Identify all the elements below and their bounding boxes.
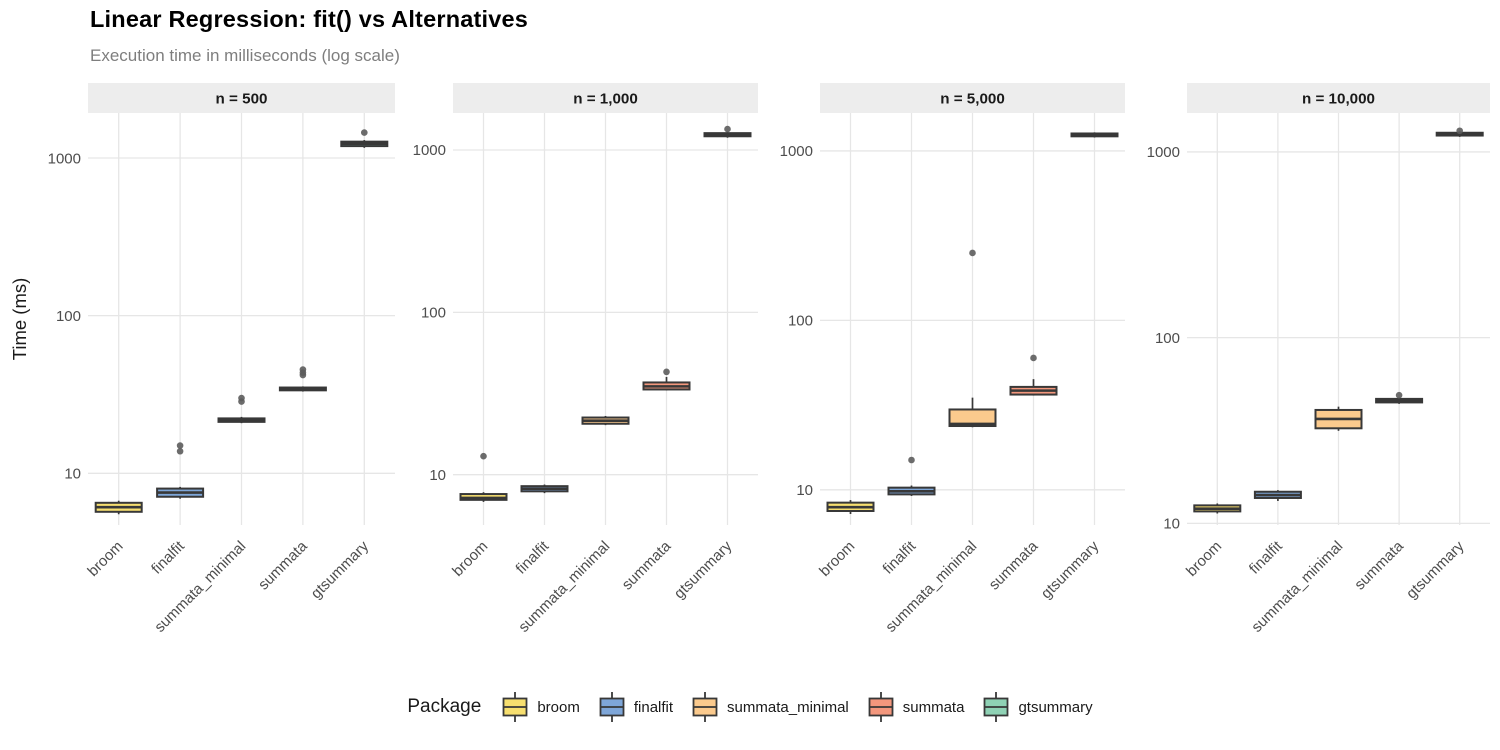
boxplot-summata	[278, 366, 327, 392]
boxplot-finalfit	[1253, 490, 1302, 501]
outlier-point	[969, 249, 976, 257]
y-tick-label: 100	[1155, 330, 1180, 347]
legend-item-label: finalfit	[633, 698, 674, 716]
legend-title: Package	[407, 696, 482, 717]
x-category-label: gtsummary	[1403, 537, 1468, 602]
y-tick-label: 10	[1163, 516, 1180, 533]
x-category-label: gtsummary	[308, 537, 373, 602]
outlier-point	[480, 452, 487, 460]
boxplot-key-icon	[599, 692, 625, 722]
legend-item-broom: broom	[501, 690, 580, 724]
boxplot-broom	[1193, 503, 1242, 514]
legend: Package broom finalfit summata_minimal summ…	[0, 684, 1500, 730]
x-category-label: finalfit	[880, 537, 920, 577]
boxplot-finalfit	[156, 442, 205, 499]
y-tick-label: 1000	[48, 150, 81, 167]
x-category-label: summata	[986, 537, 1042, 593]
boxplot-summata_minimal	[217, 394, 266, 424]
y-tick-label: 1000	[1147, 144, 1180, 161]
y-tick-label: 10	[64, 466, 81, 483]
y-tick-label: 1000	[413, 142, 446, 159]
boxplot-summata	[642, 368, 691, 391]
x-category-label: broom	[1183, 538, 1225, 580]
boxplot-summata	[1375, 391, 1424, 404]
facet-strip-label: n = 500	[216, 90, 268, 107]
x-category-label: broom	[449, 538, 491, 580]
facet-strip	[453, 83, 758, 113]
boxplot-key-icon	[502, 692, 528, 722]
boxplot-summata_minimal	[1314, 406, 1363, 431]
x-category-label: summata	[619, 537, 675, 593]
boxplot-summata_minimal	[581, 415, 630, 426]
outlier-point	[908, 456, 915, 464]
legend-item-label: summata_minimal	[727, 698, 849, 716]
boxplot-key-icon	[984, 692, 1009, 722]
x-category-label: gtsummary	[671, 537, 736, 602]
legend-item-label: broom	[537, 698, 580, 716]
outlier-point	[238, 394, 245, 402]
outlier-point	[1030, 354, 1037, 362]
y-tick-label: 100	[421, 305, 446, 322]
legend-item-label: gtsummary	[1018, 698, 1093, 716]
box-iqr	[948, 408, 997, 428]
facet-strip	[88, 83, 395, 113]
x-category-label: summata	[1351, 537, 1407, 593]
x-category-label: finalfit	[513, 537, 553, 577]
legend-item-finalfit: finalfit	[598, 690, 673, 724]
outlier-point	[1395, 391, 1403, 399]
boxplot-broom	[459, 452, 508, 502]
outlier-point	[176, 442, 184, 449]
boxplot-summata_minimal	[948, 249, 997, 428]
outlier-point	[663, 368, 670, 376]
y-tick-label: 10	[429, 467, 446, 484]
chart-subtitle: Execution time in milliseconds (log scal…	[90, 46, 400, 65]
legend-item-summata: summata	[867, 690, 965, 724]
x-category-label: gtsummary	[1038, 537, 1103, 602]
y-tick-label: 10	[796, 482, 813, 499]
y-axis-title: Time (ms)	[9, 278, 30, 361]
boxplot-gtsummary	[340, 129, 389, 148]
facet-strip-label: n = 1,000	[573, 90, 638, 107]
legend-item-summata_minimal: summata_minimal	[691, 690, 849, 724]
boxplot-broom	[826, 500, 875, 514]
boxplot-broom	[94, 500, 143, 515]
outlier-point	[299, 366, 307, 373]
boxplot-gtsummary	[703, 125, 752, 138]
outlier-point	[1456, 127, 1463, 135]
facet-strip	[1187, 83, 1490, 113]
outlier-point	[361, 129, 368, 136]
x-category-label: broom	[84, 538, 126, 580]
boxplot-summata	[1009, 354, 1058, 396]
legend-item-label: summata	[902, 698, 965, 716]
x-category-label: broom	[816, 538, 858, 580]
boxplot-finalfit	[887, 456, 936, 496]
y-tick-label: 1000	[780, 143, 813, 160]
legend-items: broom finalfit summata_minimal summata gtsum…	[501, 690, 1093, 724]
outlier-point	[176, 447, 184, 455]
boxplot-gtsummary	[1435, 127, 1484, 137]
chart-title: Linear Regression: fit() vs Alternatives	[90, 6, 529, 32]
boxplot-key-icon	[868, 692, 894, 722]
x-category-label: finalfit	[148, 537, 188, 577]
x-category-label: finalfit	[1246, 537, 1286, 577]
legend-item-gtsummary: gtsummary	[982, 690, 1093, 724]
facet-strip	[820, 83, 1125, 113]
x-category-label: summata	[255, 537, 311, 593]
y-tick-label: 100	[56, 308, 81, 325]
boxplot-finalfit	[520, 484, 569, 494]
boxplot-gtsummary	[1070, 132, 1119, 138]
outlier-point	[724, 125, 731, 133]
boxplot-key-icon	[692, 692, 718, 722]
facet-strip-label: n = 10,000	[1302, 90, 1375, 107]
facet-strip-label: n = 5,000	[940, 90, 1005, 107]
y-tick-label: 100	[788, 313, 813, 330]
